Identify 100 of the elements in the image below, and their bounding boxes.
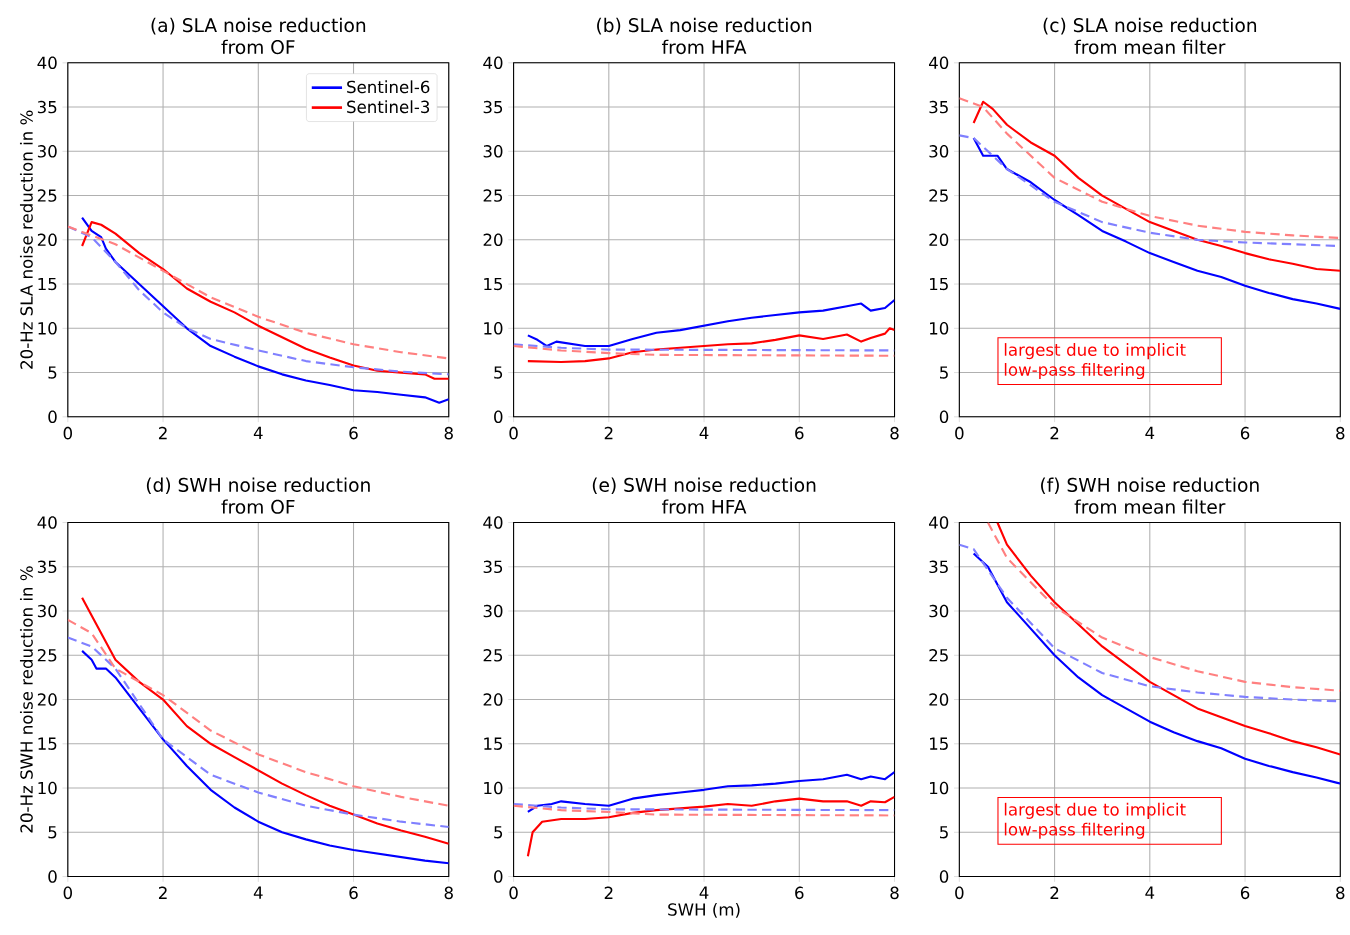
chart-subtitle: from OF bbox=[221, 499, 295, 514]
y-tick-label: 15 bbox=[930, 737, 948, 750]
chart-title: (a) SLA noise reduction bbox=[151, 17, 366, 35]
chart-subtitle: from OF bbox=[221, 39, 295, 54]
x-tick-label: 4 bbox=[253, 426, 263, 439]
x-tick-label: 0 bbox=[63, 886, 72, 899]
x-tick-label: 0 bbox=[63, 426, 72, 440]
y-tick-label: 5 bbox=[940, 366, 948, 379]
y-tick-label: 35 bbox=[483, 100, 503, 114]
y-tick-label: 20 bbox=[483, 693, 503, 706]
x-tick-label: 2 bbox=[604, 426, 613, 439]
x-tick-label: 0 bbox=[509, 886, 518, 899]
y-tick-label: 5 bbox=[940, 825, 948, 839]
line-series bbox=[67, 618, 449, 807]
y-axis-title: 20-Hz SLA noise reduction in % bbox=[19, 110, 33, 369]
y-tick-label: 25 bbox=[483, 648, 503, 662]
y-tick-label: 30 bbox=[483, 144, 503, 158]
y-tick-label: 20 bbox=[929, 693, 949, 706]
y-axis-title: 20-Hz SWH noise reduction in % bbox=[19, 566, 33, 833]
x-tick-label: 2 bbox=[1050, 426, 1059, 439]
x-tick-label: 4 bbox=[1145, 886, 1155, 899]
line-series bbox=[972, 136, 1341, 310]
y-tick-label: 0 bbox=[939, 410, 949, 423]
y-tick-label: 10 bbox=[484, 321, 503, 335]
y-tick-label: 0 bbox=[48, 870, 57, 883]
x-tick-label: 4 bbox=[699, 426, 709, 439]
y-tick-label: 40 bbox=[37, 516, 57, 529]
y-tick-label: 35 bbox=[37, 560, 57, 573]
y-tick-label: 10 bbox=[930, 781, 949, 795]
y-tick-label: 15 bbox=[38, 277, 57, 291]
x-tick-label: 0 bbox=[955, 886, 964, 899]
y-tick-label: 30 bbox=[37, 144, 57, 158]
x-tick-label: 8 bbox=[1336, 886, 1345, 899]
chart-title: (e) SWH noise reduction bbox=[592, 477, 816, 494]
x-tick-label: 6 bbox=[1240, 886, 1250, 899]
x-tick-label: 0 bbox=[955, 426, 964, 440]
chart-title: (b) SLA noise reduction bbox=[597, 17, 812, 35]
y-tick-label: 35 bbox=[929, 560, 948, 573]
x-tick-label: 2 bbox=[158, 886, 167, 899]
x-tick-label: 4 bbox=[1145, 426, 1155, 439]
y-tick-label: 35 bbox=[929, 100, 948, 114]
legend-label: Sentinel-6 bbox=[347, 80, 430, 94]
y-tick-label: 15 bbox=[930, 277, 948, 291]
y-tick-label: 30 bbox=[929, 144, 949, 158]
y-tick-label: 0 bbox=[494, 870, 503, 883]
y-tick-label: 10 bbox=[930, 321, 949, 335]
y-tick-label: 35 bbox=[37, 100, 57, 114]
y-tick-label: 25 bbox=[929, 189, 948, 202]
y-tick-label: 40 bbox=[37, 56, 57, 69]
line-series bbox=[526, 770, 895, 813]
annotation: largest due to implicit low-pass filtering bbox=[1004, 802, 1186, 839]
x-tick-label: 6 bbox=[795, 886, 804, 899]
y-tick-label: 20 bbox=[929, 233, 949, 246]
y-tick-label: 10 bbox=[484, 781, 503, 795]
line-series bbox=[67, 636, 449, 828]
x-tick-label: 6 bbox=[795, 426, 804, 440]
x-tick-label: 0 bbox=[509, 426, 518, 440]
x-axis-title: SWH (m) bbox=[668, 902, 740, 918]
chart-subtitle: from HFA bbox=[661, 39, 747, 54]
x-tick-label: 8 bbox=[444, 426, 453, 440]
x-tick-label: 8 bbox=[444, 886, 453, 899]
x-tick-label: 4 bbox=[699, 886, 709, 899]
y-tick-label: 25 bbox=[483, 189, 503, 202]
chart-subtitle: from HFA bbox=[661, 499, 747, 514]
legend-label: Sentinel-3 bbox=[347, 100, 430, 113]
y-tick-label: 0 bbox=[494, 410, 503, 423]
y-tick-label: 5 bbox=[494, 825, 503, 839]
x-tick-label: 2 bbox=[604, 886, 613, 899]
y-tick-label: 20 bbox=[37, 233, 57, 246]
line-series bbox=[526, 327, 895, 363]
x-tick-label: 2 bbox=[158, 426, 167, 439]
x-tick-label: 8 bbox=[890, 886, 899, 899]
y-tick-label: 5 bbox=[48, 366, 57, 379]
line-series bbox=[959, 96, 1341, 239]
y-tick-label: 30 bbox=[37, 604, 57, 618]
x-tick-label: 6 bbox=[349, 886, 358, 899]
y-tick-label: 15 bbox=[38, 737, 57, 750]
y-tick-label: 30 bbox=[483, 604, 503, 618]
y-tick-label: 25 bbox=[37, 648, 57, 662]
y-tick-label: 40 bbox=[928, 516, 949, 529]
y-tick-label: 40 bbox=[483, 56, 503, 69]
annotation: largest due to implicit low-pass filtering bbox=[1004, 342, 1186, 379]
y-tick-label: 15 bbox=[484, 737, 503, 750]
y-tick-label: 5 bbox=[494, 366, 503, 379]
y-tick-label: 35 bbox=[483, 560, 503, 573]
y-tick-label: 0 bbox=[48, 410, 57, 423]
line-series bbox=[986, 522, 1341, 692]
y-tick-label: 10 bbox=[38, 321, 57, 335]
chart-title: (d) SWH noise reduction bbox=[146, 477, 370, 494]
x-tick-label: 8 bbox=[890, 426, 899, 440]
y-tick-label: 25 bbox=[37, 189, 57, 202]
y-tick-label: 20 bbox=[483, 233, 503, 246]
line-series bbox=[526, 795, 895, 858]
x-tick-label: 6 bbox=[349, 426, 358, 440]
y-tick-label: 5 bbox=[48, 825, 57, 839]
y-tick-label: 20 bbox=[37, 693, 57, 706]
x-tick-label: 8 bbox=[1336, 426, 1345, 440]
y-tick-label: 0 bbox=[939, 870, 949, 883]
chart-subtitle: from mean filter bbox=[1074, 499, 1226, 514]
chart-subtitle: from mean filter bbox=[1074, 39, 1226, 54]
